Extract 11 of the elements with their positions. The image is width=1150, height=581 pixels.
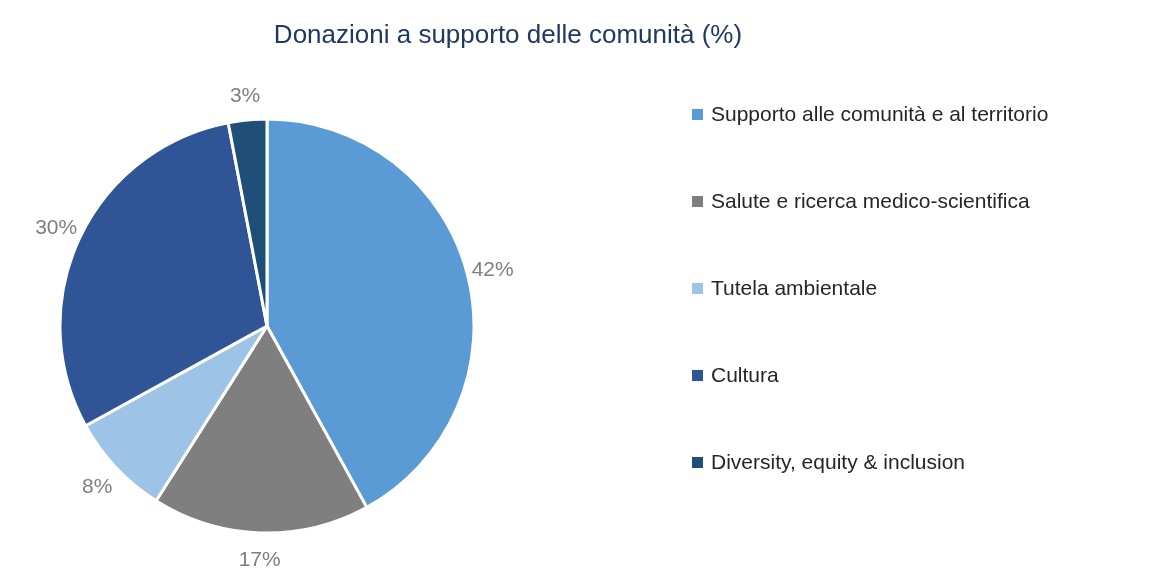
legend-label: Diversity, equity & inclusion: [711, 450, 966, 474]
chart-title: Donazioni a supporto delle comunità (%): [272, 18, 744, 51]
data-label: 3%: [229, 82, 261, 106]
data-label: 30%: [35, 215, 78, 239]
legend-label: Cultura: [711, 363, 779, 387]
legend-label: Salute e ricerca medico-scientifica: [711, 189, 1030, 213]
legend-label: Supporto alle comunità e al territorio: [711, 102, 1049, 126]
data-label: 17%: [238, 547, 281, 571]
data-label: 8%: [81, 474, 113, 497]
legend-label: Tutela ambientale: [711, 276, 878, 300]
data-label: 42%: [471, 256, 514, 280]
